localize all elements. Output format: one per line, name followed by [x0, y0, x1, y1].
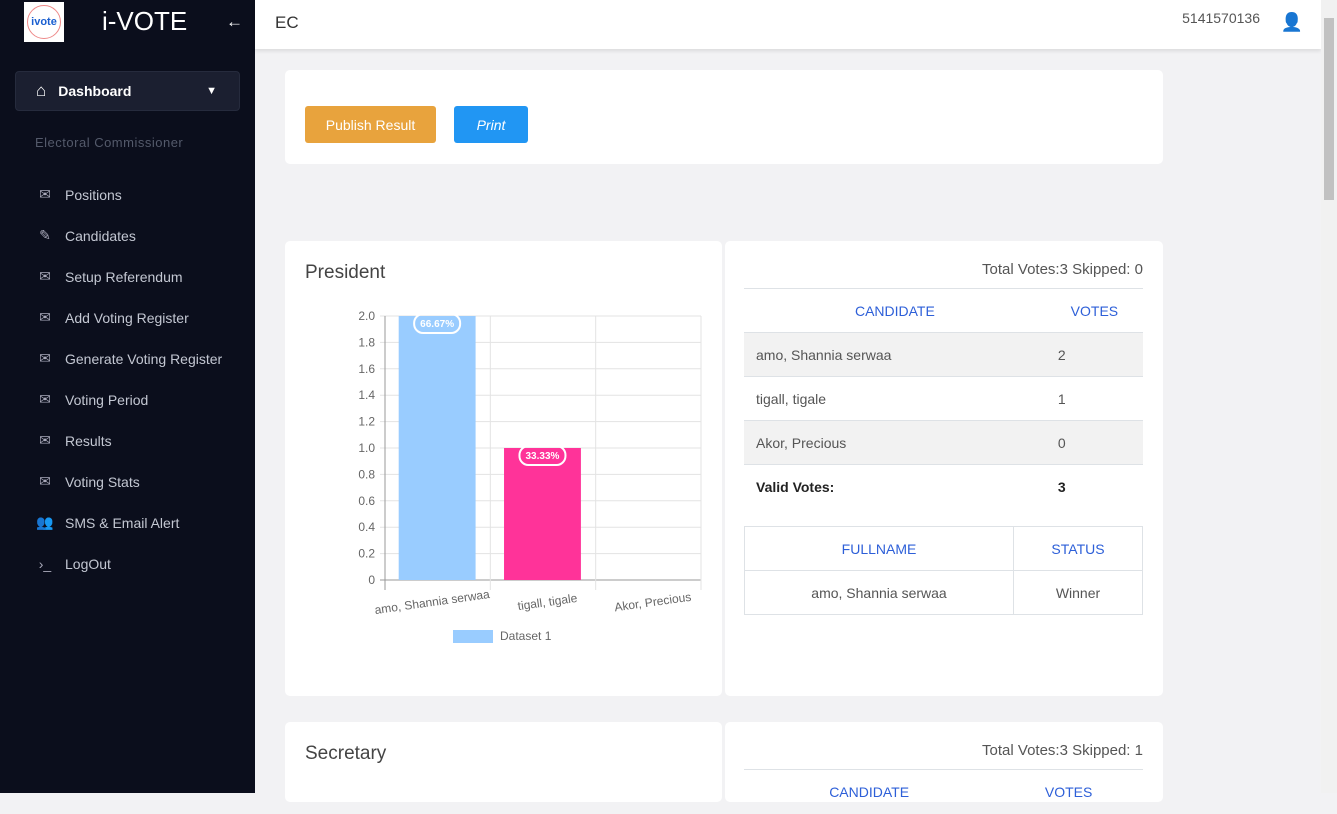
y-tick-label: 1.2	[358, 415, 375, 429]
total-votes: Total Votes:3 Skipped: 0	[982, 261, 1143, 278]
mail-icon: ✉	[39, 309, 51, 325]
dashboard-menu[interactable]: ⌂ Dashboard ▼	[15, 71, 240, 111]
legend-label[interactable]: Dataset 1	[500, 629, 552, 643]
y-tick-label: 0.6	[358, 494, 375, 508]
legend-swatch[interactable]	[453, 630, 493, 643]
chevron-down-icon: ▼	[206, 85, 217, 97]
users-icon: 👥	[36, 514, 54, 530]
mail-icon: ✉	[39, 350, 51, 366]
publish-result-button[interactable]: Publish Result	[305, 106, 436, 143]
sidebar-item-voting-stats[interactable]: ✉ Voting Stats	[35, 461, 225, 502]
table-row: amo, Shannia serwaa Winner	[744, 570, 1143, 615]
print-button[interactable]: Print	[454, 106, 528, 143]
page-title: EC	[275, 13, 299, 32]
valid-votes-row: Valid Votes: 3	[744, 464, 1143, 509]
x-tick-label: Akor, Precious	[613, 590, 692, 615]
secretary-results-card: Total Votes:3 Skipped: 1 CANDIDATE VOTES	[725, 722, 1163, 814]
user-phone: 5141570136	[1182, 10, 1260, 26]
y-tick-label: 1.8	[358, 335, 375, 349]
user-icon[interactable]: 👤	[1280, 12, 1303, 32]
collapse-arrow-icon[interactable]: ←	[226, 12, 243, 31]
sidebar-item-results[interactable]: ✉ Results	[35, 420, 225, 461]
y-tick-label: 2.0	[358, 309, 375, 323]
y-tick-label: 1.4	[358, 388, 375, 402]
topbar: EC 5141570136 👤	[255, 0, 1321, 49]
section-label: Electoral Commissioner	[35, 135, 184, 150]
table-row: tigall, tigale 1	[744, 376, 1143, 421]
president-results-card: Total Votes:3 Skipped: 0 CANDIDATE VOTES …	[725, 241, 1163, 696]
logo: ivote	[24, 2, 64, 42]
sidebar-item-generate-voting-register[interactable]: ✉ Generate Voting Register	[35, 338, 225, 379]
mail-icon: ✉	[39, 186, 51, 202]
bar[interactable]	[504, 448, 581, 580]
mail-icon: ✉	[39, 391, 51, 407]
data-label: 33.33%	[526, 451, 560, 462]
mail-icon: ✉	[39, 473, 51, 489]
scrollbar[interactable]	[1321, 0, 1337, 793]
mail-icon: ✉	[39, 268, 51, 284]
secretary-chart-card: Secretary	[285, 722, 722, 802]
edit-icon: ✎	[39, 227, 51, 243]
brand-title: i-VOTE	[102, 6, 188, 36]
y-tick-label: 1.0	[358, 441, 375, 455]
bar[interactable]	[398, 316, 476, 580]
sidebar-item-setup-referendum[interactable]: ✉ Setup Referendum	[35, 256, 225, 297]
winner-table: FULLNAME STATUS amo, Shannia serwaa Winner	[744, 526, 1143, 615]
y-tick-label: 1.6	[358, 362, 375, 376]
y-tick-label: 0.2	[358, 547, 375, 561]
candidates-table: CANDIDATE VOTES amo, Shannia serwaa 2 tiga…	[744, 288, 1143, 509]
x-tick-label: amo, Shannia serwaa	[374, 587, 491, 617]
x-tick-label: tigall, tigale	[517, 591, 579, 613]
sidebar-item-logout[interactable]: ›_ LogOut	[35, 543, 225, 584]
sidebar-item-voting-period[interactable]: ✉ Voting Period	[35, 379, 225, 420]
y-tick-label: 0.4	[358, 520, 375, 534]
mail-icon: ✉	[39, 432, 51, 448]
president-chart-card: President 0 0.2 0.4 0.6 0.8 1.0 1.2 1.4 1.6 1.8 2.…	[285, 241, 722, 696]
sidebar-item-sms-email-alert[interactable]: 👥 SMS & Email Alert	[36, 514, 180, 531]
y-tick-label: 0.8	[358, 467, 375, 481]
sidebar-item-positions[interactable]: ✉ Positions	[35, 174, 225, 215]
terminal-icon: ›_	[38, 555, 52, 572]
sidebar-item-candidates[interactable]: ✎ Candidates	[35, 215, 225, 256]
sidebar-item-add-voting-register[interactable]: ✉ Add Voting Register	[35, 297, 225, 338]
position-title: President	[305, 262, 386, 283]
bar-chart: 0 0.2 0.4 0.6 0.8 1.0 1.2 1.4 1.6 1.8 2.0 66.67% amo…	[358, 309, 702, 643]
home-icon: ⌂	[36, 81, 47, 100]
table-row: amo, Shannia serwaa 2	[744, 332, 1143, 377]
sidebar: ivote i-VOTE ← ⌂ Dashboard ▼ Electoral Com…	[0, 0, 255, 793]
data-label: 66.67%	[420, 319, 454, 330]
actions-card: Publish Result Print	[285, 70, 1163, 164]
y-tick-label: 0	[368, 573, 375, 587]
table-row: Akor, Precious 0	[744, 420, 1143, 465]
